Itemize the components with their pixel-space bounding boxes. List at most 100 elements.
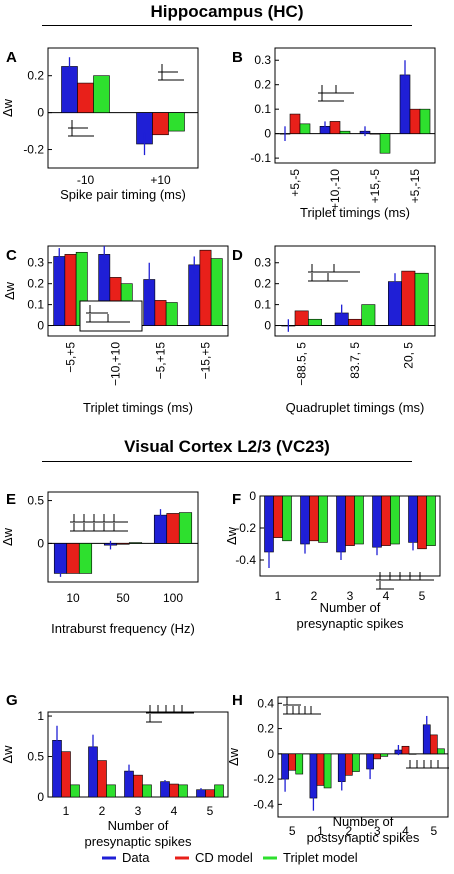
- panel-f-ylabel: Δw: [224, 526, 239, 545]
- legend-label-0: Data: [122, 850, 150, 865]
- visual-cortex-title-rule: [42, 461, 412, 462]
- panel-c-bar: [199, 249, 212, 326]
- panel-f-bar: [345, 495, 355, 546]
- panel-d-xtick-label: 20, 5: [401, 342, 415, 369]
- panel-f-ytick-label: -0.4: [235, 553, 256, 567]
- panel-e-bar: [66, 543, 80, 574]
- panel-e-bar: [178, 512, 193, 544]
- panel-b-bar: [339, 130, 351, 134]
- panel-g-bar: [214, 784, 224, 798]
- panel-b-bar: [379, 133, 391, 154]
- panel-h-xtick-label: 3: [374, 824, 381, 838]
- panel-e-letter: E: [6, 491, 16, 508]
- panel-a-ytick-label: -0.2: [23, 143, 44, 157]
- panel-h-xtick-label: 5: [430, 824, 437, 838]
- panel-c-ytick-label: 0.1: [27, 298, 44, 312]
- panel-f-bar: [381, 495, 391, 546]
- panel-b-xtick-label: +5,-5: [288, 169, 302, 197]
- panel-b-bar: [329, 121, 341, 134]
- panel-b-frame: [274, 47, 436, 164]
- panel-f-letter: F: [232, 491, 241, 508]
- panel-h-bar: [408, 753, 417, 755]
- panel-h-bar: [323, 753, 332, 789]
- panel-g-bar: [205, 789, 215, 798]
- panel-d-xtick-label: 83.7, 5: [348, 342, 362, 379]
- panel-a-ytick-label: 0.2: [27, 69, 44, 83]
- panel-h-xtick-label: 5: [289, 824, 296, 838]
- panel-b-xtick-label: +10,-10: [328, 169, 342, 210]
- hippocampus-title-rule: [42, 25, 412, 26]
- panel-g-bar: [61, 751, 71, 798]
- panel-a-xtick-label: -10: [77, 173, 95, 187]
- panel-b-xlabel: Triplet timings (ms): [300, 205, 410, 220]
- panel-h-bar: [401, 745, 410, 755]
- panel-c-xtick-label: −5,+15: [154, 342, 168, 380]
- panel-h-bar: [316, 753, 325, 786]
- panel-d-letter: D: [232, 247, 243, 264]
- panel-h-ytick-label: -0.4: [253, 797, 274, 811]
- panel-g-ylabel: Δw: [0, 745, 15, 764]
- panel-b-ytick-label: 0.3: [254, 53, 271, 67]
- panel-f-bar: [354, 495, 364, 545]
- panel-e-xtick-label: 10: [66, 591, 80, 605]
- panel-h-letter: H: [232, 692, 243, 709]
- panel-a-letter: A: [6, 49, 17, 66]
- panel-g-bar: [106, 784, 116, 798]
- panel-c-bar: [210, 258, 223, 326]
- panel-b-xtick-label: +15,-5: [368, 169, 382, 204]
- panel-g-ytick-label: 0.5: [27, 750, 44, 764]
- panel-f-xtick-label: 5: [419, 589, 426, 603]
- panel-b-ytick-label: -0.1: [250, 151, 271, 165]
- panel-d-bar: [348, 318, 362, 326]
- panel-h-bar: [437, 748, 445, 755]
- hippocampus-section-title: Hippocampus (HC): [150, 2, 304, 21]
- panel-d-frame: [274, 245, 436, 337]
- panel-h-ytick-label: 0.4: [257, 696, 274, 710]
- panel-d-bar: [294, 310, 309, 326]
- panel-d-bar: [308, 318, 322, 326]
- panel-g-ytick-label: 1: [37, 709, 44, 723]
- panel-h-bar: [288, 753, 297, 771]
- panel-c-bar: [154, 300, 167, 326]
- panel-g-bar: [142, 784, 152, 798]
- panel-g-xtick-label: 2: [99, 804, 106, 818]
- panel-e-xtick-label: 50: [116, 591, 130, 605]
- panel-e-bar: [53, 543, 68, 574]
- panel-b-bar: [299, 123, 311, 134]
- panel-g-xtick-label: 4: [171, 804, 178, 818]
- panel-e-bar: [78, 543, 93, 574]
- panel-b-ytick-label: 0.2: [254, 78, 271, 92]
- panel-c-ytick-label: 0.3: [27, 256, 44, 270]
- panel-f-bar: [336, 495, 346, 553]
- panel-a-ylabel: Δw: [0, 98, 15, 117]
- panel-d-ytick-label: 0.1: [254, 298, 271, 312]
- panel-h-frame: [277, 696, 449, 818]
- panel-b-bar: [369, 133, 381, 135]
- panel-h-bar: [429, 734, 438, 755]
- panel-f-bar: [417, 495, 427, 550]
- panel-a-ytick-label: 0: [37, 106, 44, 120]
- panel-b-bar: [419, 108, 431, 134]
- panel-g-xlabel-line2: presynaptic spikes: [85, 834, 192, 849]
- panel-e-ytick-label: 0: [37, 536, 44, 550]
- panel-b-bar: [409, 108, 421, 134]
- panel-g-ytick-label: 0: [37, 790, 44, 804]
- panel-g-bar: [178, 784, 188, 798]
- panel-d-ytick-label: 0: [264, 319, 271, 333]
- panel-h-xtick-label: 4: [402, 824, 409, 838]
- panel-g-xtick-label: 3: [135, 804, 142, 818]
- panel-h-xlabel-line1: Number of: [333, 814, 394, 829]
- panel-g-bar: [97, 760, 107, 798]
- panel-c-xtick-label: −5,+5: [64, 342, 78, 373]
- panel-f-xtick-label: 3: [347, 589, 354, 603]
- panel-h-xlabel-line2: postsynaptic spikes: [307, 830, 420, 845]
- panel-c-ylabel: Δw: [2, 281, 17, 300]
- panel-b-letter: B: [232, 49, 243, 66]
- panel-f-bar: [273, 495, 283, 538]
- panel-e-bar: [166, 513, 180, 544]
- panel-d-bar: [414, 272, 429, 326]
- panel-d-xtick-label: −88.5, 5: [295, 342, 309, 386]
- panel-b-ytick-label: 0.1: [254, 102, 271, 116]
- panel-c-xtick-label: −10,+10: [109, 342, 123, 386]
